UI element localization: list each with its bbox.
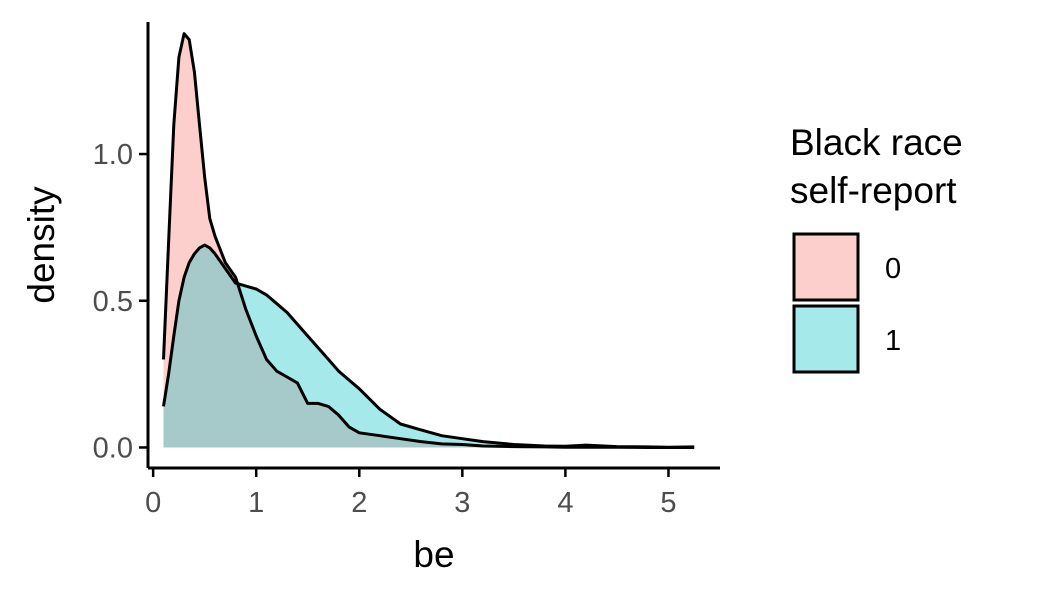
legend-title-line-1: Black race [790,122,963,163]
legend-key-0 [792,232,860,302]
density-area-0 [163,33,695,448]
y-axis-title: density [21,186,62,304]
axes [146,22,720,470]
y-tick-label: 0.0 [93,432,133,464]
x-tick-label: 1 [248,487,264,519]
y-ticks: 0.0 0.5 1.0 [93,139,148,464]
legend-key-bg-0 [794,234,858,300]
x-tick-label: 2 [351,487,367,519]
legend-keys: 01 [792,232,901,374]
density-area-1 [163,245,695,448]
legend-title-line-2: self-report [790,170,957,211]
legend: Black race self-report 01 [790,122,963,374]
x-tick-label: 3 [454,487,470,519]
y-tick-label: 1.0 [93,139,133,171]
plot-area [162,32,695,449]
legend-key-bg-1 [794,306,858,372]
x-tick-label: 5 [660,487,676,519]
density-line-1 [162,243,695,449]
x-ticks: 0 1 2 3 4 5 [145,468,677,519]
x-tick-label: 4 [557,487,573,519]
x-axis-title: be [413,534,454,575]
legend-label-1: 1 [885,325,901,357]
legend-key-1 [792,304,860,374]
y-tick-label: 0.5 [93,286,133,318]
x-tick-label: 0 [145,487,161,519]
legend-label-0: 0 [885,253,901,285]
